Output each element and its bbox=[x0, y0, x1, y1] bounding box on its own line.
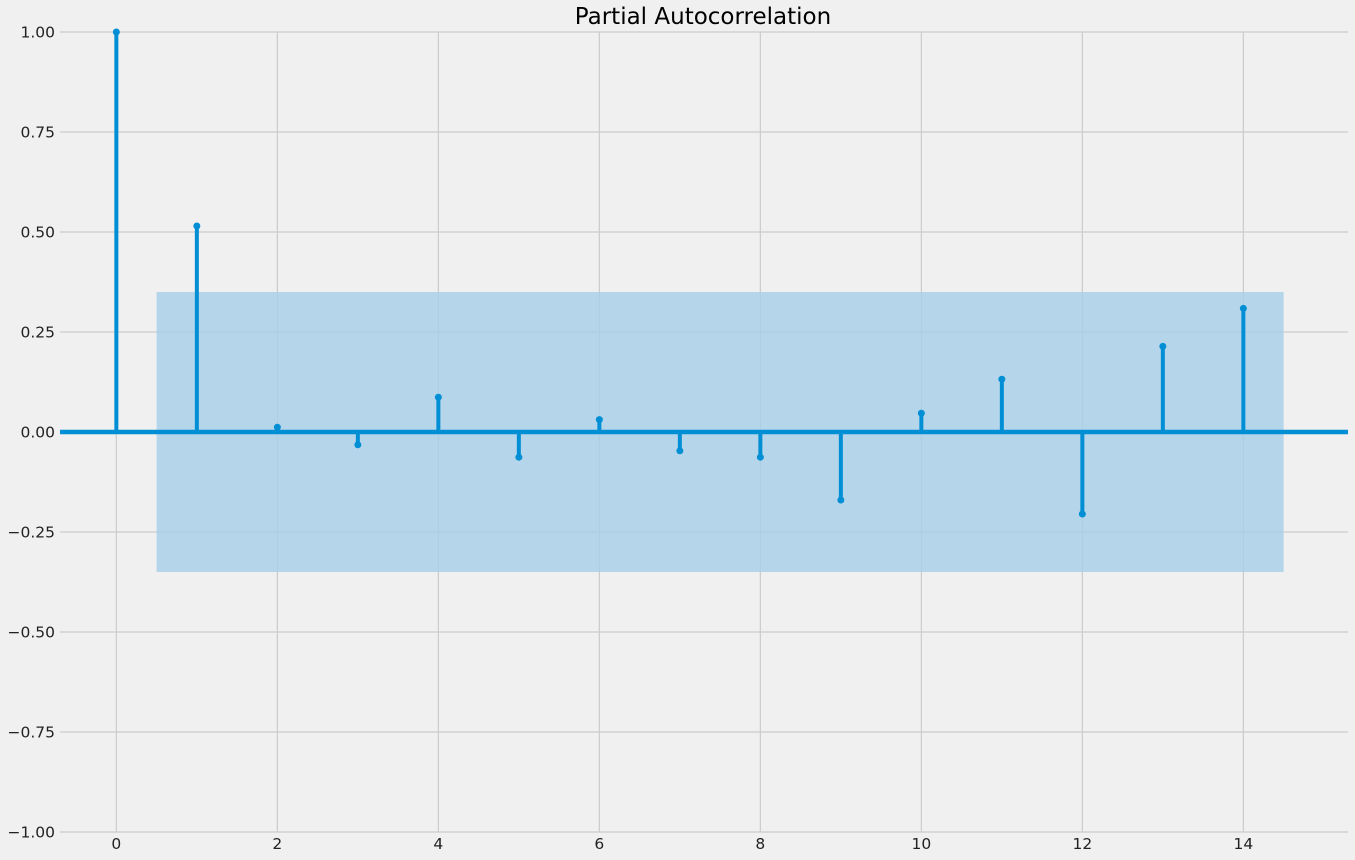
stem-marker bbox=[1239, 304, 1247, 312]
x-tick-label: 0 bbox=[111, 835, 121, 853]
stem-marker bbox=[515, 453, 523, 461]
y-tick-label: 0.50 bbox=[20, 224, 55, 242]
stems-layer bbox=[112, 28, 1247, 518]
stem-marker bbox=[273, 423, 281, 431]
y-tick-label: 0.75 bbox=[20, 124, 55, 142]
x-tick-label: 14 bbox=[1233, 835, 1253, 853]
y-tick-label: −0.25 bbox=[8, 524, 56, 542]
x-tick-label: 8 bbox=[755, 835, 765, 853]
stem-marker bbox=[917, 409, 925, 417]
stem-marker bbox=[1078, 510, 1086, 518]
stem-marker bbox=[354, 441, 362, 449]
x-tick-label: 12 bbox=[1072, 835, 1092, 853]
stem-marker bbox=[434, 393, 442, 401]
stem-marker bbox=[595, 416, 603, 424]
x-tick-labels: 0 2 4 6 8 10 12 14 bbox=[111, 835, 1253, 853]
y-tick-labels: −1.00 −0.75 −0.50 −0.25 0.00 0.25 0.50 0.75 1.00 bbox=[8, 24, 56, 842]
stem-marker bbox=[837, 496, 845, 504]
y-tick-label: 0.25 bbox=[20, 324, 55, 342]
x-tick-label: 10 bbox=[911, 835, 931, 853]
x-tick-label: 6 bbox=[594, 835, 604, 853]
y-tick-label: 1.00 bbox=[20, 24, 55, 42]
y-tick-label: −0.50 bbox=[8, 624, 56, 642]
x-tick-label: 4 bbox=[433, 835, 443, 853]
y-tick-label: −0.75 bbox=[8, 724, 56, 742]
y-tick-label: −1.00 bbox=[8, 824, 56, 842]
stem-marker bbox=[756, 453, 764, 461]
stem-marker bbox=[676, 447, 684, 455]
x-tick-label: 2 bbox=[272, 835, 282, 853]
y-tick-label: 0.00 bbox=[20, 424, 55, 442]
stem-marker bbox=[112, 28, 120, 36]
chart-title: Partial Autocorrelation bbox=[575, 4, 831, 30]
stem-marker bbox=[1159, 342, 1167, 350]
stem-marker bbox=[193, 222, 201, 230]
stem-marker bbox=[998, 375, 1006, 383]
